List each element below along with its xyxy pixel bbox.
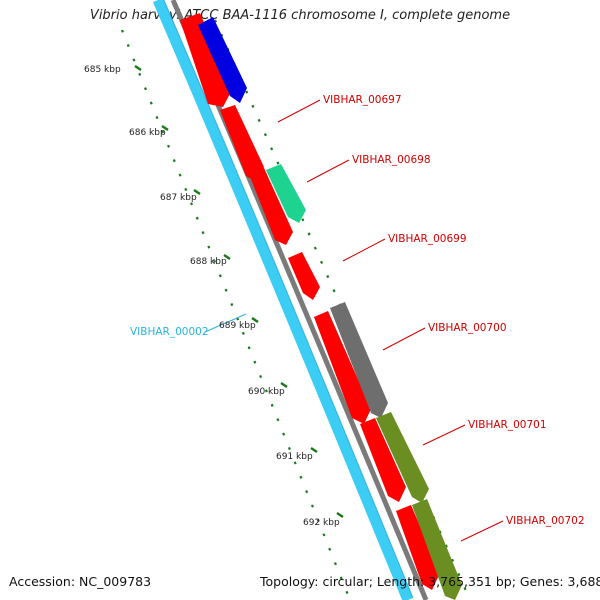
tick-mark bbox=[336, 511, 344, 519]
cds-arrow bbox=[314, 311, 371, 424]
gene-label: VIBHAR_00697 bbox=[323, 94, 402, 106]
tick-mark bbox=[251, 316, 259, 324]
label-leader-line bbox=[422, 424, 466, 446]
tick-label: 689 kbp bbox=[219, 321, 256, 331]
gene-label: VIBHAR_00698 bbox=[352, 154, 431, 166]
cds-arrow bbox=[330, 302, 388, 418]
outer-strand bbox=[152, 0, 414, 600]
tick-mark bbox=[310, 446, 318, 454]
cds-arrow bbox=[220, 105, 264, 182]
cds-arrow bbox=[412, 499, 462, 600]
gene-label-leaders bbox=[204, 99, 504, 542]
label-leader-line bbox=[460, 520, 504, 542]
cds-arrow bbox=[266, 164, 306, 223]
inner-dotted-axis bbox=[120, 29, 352, 600]
topology-text: Topology: circular; Length: 3,765,351 bp… bbox=[260, 574, 600, 589]
cds-arrow bbox=[180, 13, 232, 107]
outer-strand-shade bbox=[163, 0, 414, 599]
tick-label: 691 kbp bbox=[276, 452, 313, 462]
tick-marks: 685 kbp 686 kbp 687 kbp 688 kbp 689 kbp 690 k… bbox=[84, 64, 344, 528]
tick-label: 686 kbp bbox=[129, 128, 166, 138]
label-leader-line bbox=[382, 327, 426, 351]
tick-label: 688 kbp bbox=[190, 257, 227, 267]
label-leader-line bbox=[342, 238, 386, 262]
tick-mark bbox=[223, 253, 231, 261]
tick-mark bbox=[193, 188, 201, 196]
tick-label: 687 kbp bbox=[160, 193, 197, 203]
tick-mark bbox=[161, 124, 169, 132]
tick-label: 690 kbp bbox=[248, 387, 285, 397]
tick-label: 692 kbp bbox=[303, 518, 340, 528]
gene-label: VIBHAR_00700 bbox=[428, 322, 507, 334]
cds-arrow bbox=[396, 505, 440, 590]
gene-label: VIBHAR_00702 bbox=[506, 515, 585, 527]
tick-mark bbox=[280, 381, 288, 389]
cds-arrow bbox=[376, 412, 429, 503]
label-leader-line bbox=[277, 99, 321, 123]
label-leader-line bbox=[204, 313, 247, 333]
gene-labels: VIBHAR_00697 VIBHAR_00698 VIBHAR_00699 VIBH… bbox=[130, 94, 585, 527]
cds-arrow bbox=[288, 252, 320, 300]
cds-arrow bbox=[198, 17, 247, 103]
gene-label: VIBHAR_00002 bbox=[130, 326, 209, 338]
label-leader-line bbox=[306, 159, 350, 183]
tick-label: 685 kbp bbox=[84, 65, 121, 75]
gene-label: VIBHAR_00699 bbox=[388, 233, 467, 245]
gene-label: VIBHAR_00701 bbox=[468, 419, 547, 431]
tick-mark bbox=[134, 64, 142, 72]
accession-text: Accession: NC_009783 bbox=[9, 574, 152, 589]
cds-arrow bbox=[360, 418, 406, 502]
cds-arrow bbox=[249, 168, 293, 245]
